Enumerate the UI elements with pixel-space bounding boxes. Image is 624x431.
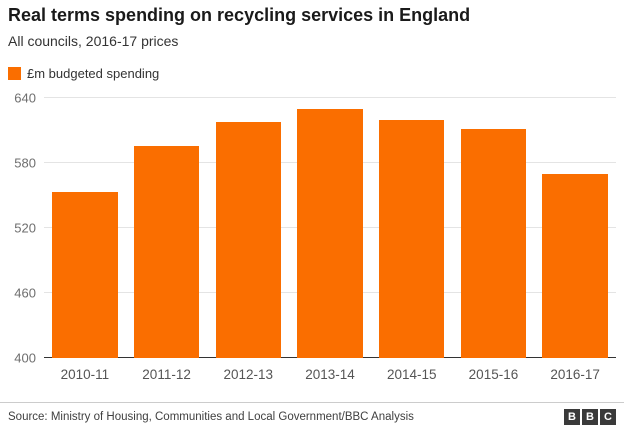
y-tick-label: 640 xyxy=(14,90,36,106)
x-tick-label: 2015-16 xyxy=(468,367,519,382)
x-axis: 2010-11 2011-12 2012-13 2013-14 2014-15 2015-… xyxy=(44,358,616,382)
gridline xyxy=(44,97,616,98)
x-tick-label: 2014-15 xyxy=(386,367,437,382)
bar xyxy=(52,192,118,358)
bbc-logo-block: B xyxy=(582,409,598,425)
x-tick-label: 2012-13 xyxy=(223,367,274,382)
bar xyxy=(460,129,527,358)
y-axis: 400 460 520 580 640 xyxy=(0,91,36,366)
x-tick-label: 2016-17 xyxy=(550,367,600,382)
legend-label: £m budgeted spending xyxy=(27,66,160,81)
legend: £m budgeted spending xyxy=(8,66,159,81)
chart-subtitle: All councils, 2016-17 prices xyxy=(8,33,179,49)
x-tick-label: 2011-12 xyxy=(142,367,191,382)
bar-slot xyxy=(44,98,126,358)
bars-container xyxy=(44,98,616,358)
bar xyxy=(542,173,608,358)
bar-chart: 400 460 520 580 640 2010-11 2011-12 2012-13 201… xyxy=(0,91,624,382)
bbc-logo-block: B xyxy=(564,409,580,425)
chart-title: Real terms spending on recycling service… xyxy=(8,5,471,25)
y-tick-label: 400 xyxy=(14,350,36,366)
x-tick-label: 2013-14 xyxy=(305,367,355,382)
plot-area xyxy=(44,97,616,358)
bar-slot xyxy=(371,98,453,358)
bar xyxy=(133,145,200,358)
bar-slot xyxy=(453,98,535,358)
bar-slot xyxy=(534,98,616,358)
bar-slot xyxy=(126,98,208,358)
y-tick-label: 520 xyxy=(14,220,36,236)
bar xyxy=(379,119,445,358)
source-text: Source: Ministry of Housing, Communities… xyxy=(8,411,414,423)
legend-swatch xyxy=(8,67,21,80)
bbc-logo-block: C xyxy=(600,409,616,425)
x-tick-label: 2010-11 xyxy=(60,367,110,382)
y-tick-label: 460 xyxy=(14,285,36,301)
bar xyxy=(297,108,363,358)
y-tick-label: 580 xyxy=(14,155,36,171)
bar xyxy=(215,121,281,358)
footer: Source: Ministry of Housing, Communities… xyxy=(0,402,624,431)
bar-slot xyxy=(207,98,289,358)
bar-slot xyxy=(289,98,371,358)
